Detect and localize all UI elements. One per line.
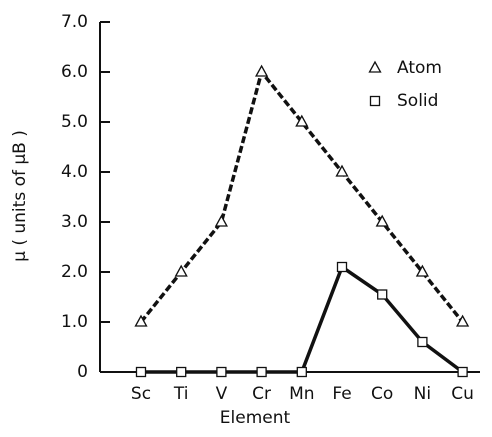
- marker-square: [377, 289, 388, 300]
- marker-triangle: [368, 60, 382, 73]
- x-tick-label: Ti: [173, 384, 189, 404]
- marker-square: [256, 366, 267, 378]
- marker-square: [176, 366, 187, 378]
- marker-square: [417, 336, 428, 348]
- series-line: [141, 264, 464, 374]
- y-tick-label: 7.0: [61, 12, 88, 32]
- x-tick-label: Cr: [252, 384, 271, 404]
- y-tick-label: 2.0: [61, 262, 88, 282]
- marker-square: [135, 366, 147, 378]
- x-tick-label: Cu: [451, 384, 474, 404]
- y-tick-label: 4.0: [61, 162, 88, 182]
- series-line: [139, 68, 464, 324]
- marker-triangle: [255, 64, 269, 77]
- marker-triangle: [295, 114, 309, 127]
- marker-square: [369, 95, 381, 107]
- marker-square: [296, 366, 307, 378]
- marker-square: [336, 261, 348, 273]
- marker-triangle: [375, 214, 389, 227]
- y-tick-label: 5.0: [61, 112, 88, 132]
- y-tick-label: 0: [77, 362, 88, 382]
- legend-label: Atom: [397, 58, 442, 78]
- y-tick-label: 1.0: [61, 312, 88, 332]
- legend-label: Solid: [397, 91, 438, 111]
- x-tick-label: Co: [371, 384, 393, 404]
- y-tick-label: 6.0: [61, 62, 88, 82]
- marker-triangle: [415, 264, 429, 277]
- marker-triangle: [456, 314, 470, 327]
- marker-triangle: [335, 164, 349, 177]
- marker-triangle: [134, 314, 148, 327]
- x-tick-label: Mn: [289, 384, 314, 404]
- marker-square: [457, 366, 468, 378]
- y-tick-label: 3.0: [61, 212, 88, 232]
- x-tick-label: V: [216, 384, 228, 404]
- marker-square: [216, 366, 227, 378]
- marker-triangle: [214, 214, 228, 227]
- x-tick-label: Sc: [131, 384, 151, 404]
- y-axis-label: μ ( units of μB ): [10, 130, 30, 262]
- x-tick-label: Fe: [332, 384, 351, 404]
- marker-triangle: [174, 264, 188, 277]
- x-tick-label: Ni: [414, 384, 431, 404]
- x-axis-label: Element: [220, 408, 291, 428]
